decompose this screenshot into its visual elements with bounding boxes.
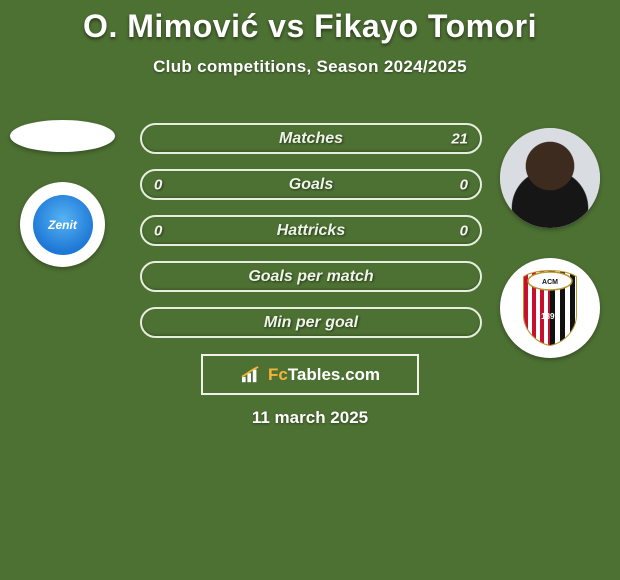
acm-icon: ACM 1899	[520, 269, 580, 347]
stat-label: Matches	[279, 130, 343, 148]
player-right-photo	[500, 128, 600, 228]
stat-label: Hattricks	[277, 222, 345, 240]
stat-label: Goals per match	[248, 268, 373, 286]
stat-row: Goals per match	[140, 261, 482, 292]
stat-right-value: 21	[451, 130, 468, 147]
stat-row: Matches 21	[140, 123, 482, 154]
stat-row: Min per goal	[140, 307, 482, 338]
stats-list: Matches 21 0 Goals 0 0 Hattricks 0 Goals…	[140, 123, 482, 338]
club-right-badge: ACM 1899	[500, 258, 600, 358]
face-icon	[500, 128, 600, 228]
brand-text: FcTables.com	[268, 365, 380, 385]
stat-left-value: 0	[154, 222, 162, 239]
brand-part1: Fc	[268, 365, 288, 384]
right-column: ACM 1899	[500, 128, 600, 358]
stat-left-value: 0	[154, 176, 162, 193]
stat-right-value: 0	[460, 176, 468, 193]
svg-text:ACM: ACM	[542, 279, 558, 286]
page-title: O. Mimović vs Fikayo Tomori	[0, 0, 620, 45]
zenit-icon: Zenit	[33, 195, 93, 255]
page-subtitle: Club competitions, Season 2024/2025	[0, 57, 620, 77]
player-left-photo	[10, 120, 115, 152]
brand-suffix: .com	[340, 365, 380, 384]
stat-row: 0 Hattricks 0	[140, 215, 482, 246]
brand-box[interactable]: FcTables.com	[201, 354, 419, 395]
zenit-label: Zenit	[48, 218, 77, 232]
stat-row: 0 Goals 0	[140, 169, 482, 200]
brand-part2: Tables	[288, 365, 341, 384]
stat-label: Goals	[289, 176, 333, 194]
acm-year: 1899	[541, 312, 559, 321]
stat-label: Min per goal	[264, 314, 358, 332]
club-left-badge: Zenit	[20, 182, 105, 267]
bar-chart-icon	[240, 366, 262, 384]
left-column: Zenit	[10, 120, 115, 267]
date-label: 11 march 2025	[0, 408, 620, 428]
stat-right-value: 0	[460, 222, 468, 239]
